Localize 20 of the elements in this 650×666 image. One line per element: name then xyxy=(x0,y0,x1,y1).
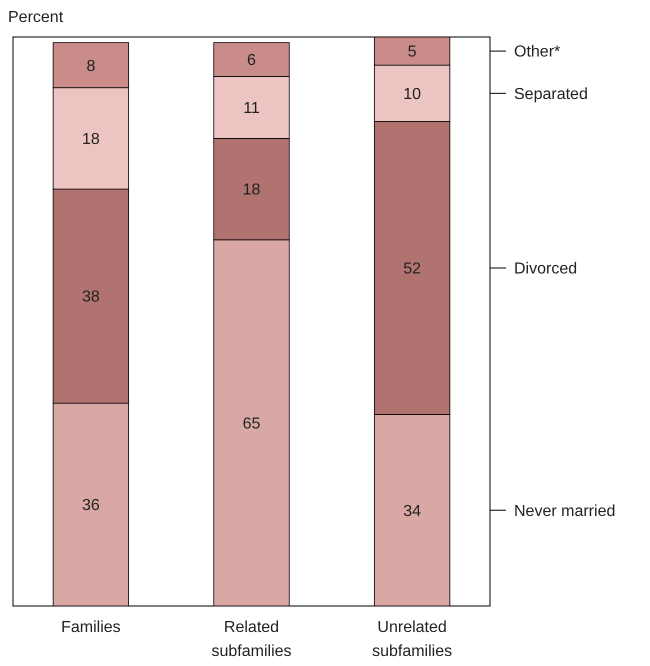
data-label: 11 xyxy=(243,100,260,118)
data-label: 10 xyxy=(403,86,422,103)
x-tick-label: Families xyxy=(61,619,121,636)
legend-label: Divorced xyxy=(514,260,578,278)
data-label: 38 xyxy=(82,288,100,306)
data-label: 8 xyxy=(86,58,96,75)
legend-label: Never married xyxy=(514,502,616,520)
data-label: 6 xyxy=(247,52,256,70)
data-label: 18 xyxy=(82,131,100,148)
data-label: 36 xyxy=(82,497,100,514)
data-label: 34 xyxy=(403,502,422,520)
data-label: 52 xyxy=(403,260,422,278)
data-label: 65 xyxy=(242,416,260,433)
x-tick-label: Unrelated subfamilies xyxy=(372,619,452,660)
data-label: 18 xyxy=(242,182,260,199)
legend-label: Other* xyxy=(514,44,560,61)
y-axis-title: Percent xyxy=(8,9,64,26)
legend-label: Separated xyxy=(514,86,588,103)
x-tick-label: Related subfamilies xyxy=(211,619,292,660)
data-label: 5 xyxy=(408,44,417,61)
